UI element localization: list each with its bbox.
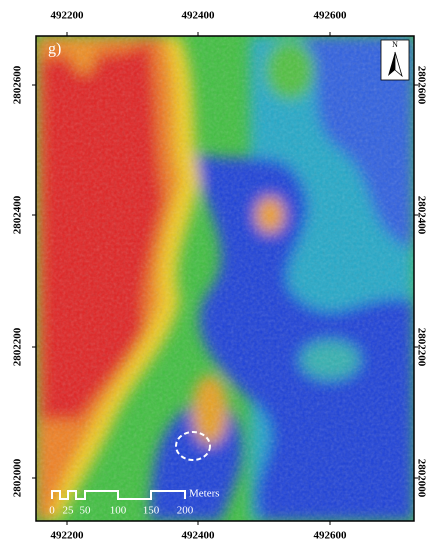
panel-label: g) — [48, 41, 61, 58]
x-tick-label: 492600 — [314, 10, 348, 22]
scale-label: 0 — [49, 505, 55, 517]
scale-label: 25 — [63, 505, 75, 517]
x-tick-label: 492600 — [314, 530, 348, 542]
scale-label: 200 — [177, 505, 194, 517]
map-figure: g) N 492200 492200 492400 492400 492600 49260… — [0, 0, 427, 547]
x-tick-label: 492400 — [182, 530, 216, 542]
y-tick-label: 2802600 — [12, 65, 24, 104]
north-arrow: N — [381, 40, 409, 80]
y-tick-label: 2802000 — [12, 458, 24, 497]
north-label: N — [392, 40, 398, 49]
elevation-map — [36, 36, 414, 521]
y-tick-label: 2802200 — [12, 327, 24, 366]
scale-unit: Meters — [189, 488, 220, 500]
x-tick-label: 492400 — [182, 10, 216, 22]
y-tick-label: 2802400 — [12, 195, 24, 234]
scale-label: 100 — [110, 505, 127, 517]
x-tick-label: 492200 — [51, 530, 85, 542]
x-tick-label: 492200 — [51, 10, 85, 22]
scale-label: 150 — [143, 505, 160, 517]
scale-label: 50 — [80, 505, 92, 517]
